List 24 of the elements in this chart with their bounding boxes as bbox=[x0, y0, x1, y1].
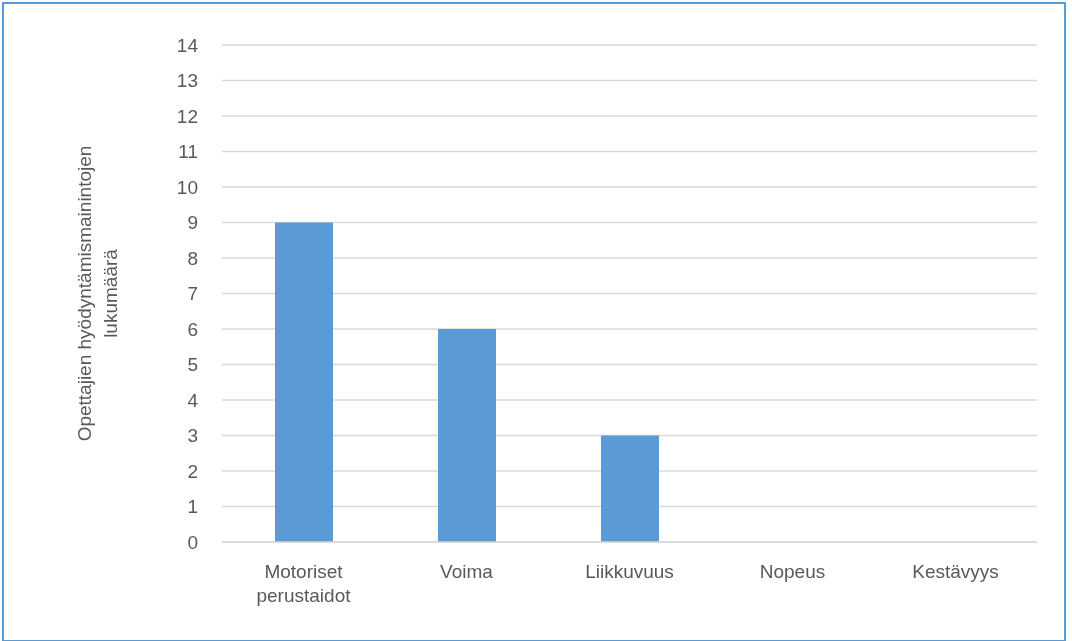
y-tick-label: 7 bbox=[187, 283, 198, 305]
y-tick-label: 10 bbox=[176, 176, 198, 198]
y-tick-label: 14 bbox=[176, 34, 199, 56]
y-tick-label: 6 bbox=[187, 318, 198, 340]
bar bbox=[438, 329, 496, 542]
y-tick-label: 0 bbox=[187, 531, 198, 553]
bar bbox=[601, 435, 659, 542]
y-tick-label: 5 bbox=[187, 354, 198, 376]
x-tick-label: Voima bbox=[440, 561, 494, 582]
y-tick-label: 8 bbox=[187, 247, 198, 269]
y-tick-label: 9 bbox=[187, 212, 198, 234]
y-tick-label: 1 bbox=[187, 496, 198, 518]
y-tick-label: 12 bbox=[176, 105, 198, 127]
x-tick-label: Liikkuvuus bbox=[585, 561, 674, 582]
y-tick-label: 3 bbox=[187, 425, 198, 447]
y-tick-label: 2 bbox=[187, 460, 198, 482]
x-tick-label: Nopeus bbox=[759, 561, 826, 582]
y-tick-label: 4 bbox=[187, 389, 199, 411]
y-axis-title: Opettajien hyödyntämismainintojen lukumäärä bbox=[74, 145, 121, 442]
x-tick-label: Motoriset perustaidot bbox=[256, 561, 352, 606]
x-tick-label: Kestävyys bbox=[912, 561, 999, 582]
bar bbox=[275, 222, 333, 542]
y-tick-label: 11 bbox=[178, 141, 198, 163]
y-tick-label: 13 bbox=[176, 70, 198, 92]
